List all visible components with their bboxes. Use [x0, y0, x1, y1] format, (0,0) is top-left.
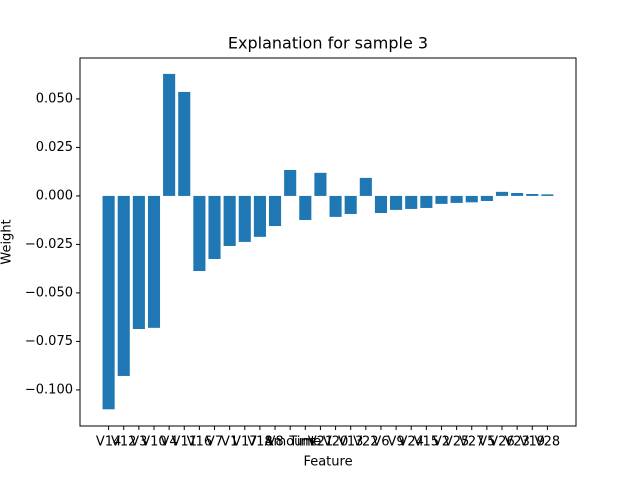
x-tick-label: V19 — [520, 435, 545, 450]
x-tick-label: Time — [288, 435, 321, 450]
bar — [253, 195, 266, 237]
y-tick-label: −0.075 — [25, 334, 73, 349]
x-tick-label: V13 — [338, 435, 363, 450]
bar — [284, 169, 297, 196]
x-tick-label: V22 — [353, 435, 378, 450]
x-tick-label: V9 — [388, 435, 405, 450]
bar — [465, 195, 478, 203]
bar — [117, 195, 130, 376]
x-tick-label: V10 — [141, 435, 166, 450]
x-tick-label: V8 — [266, 435, 283, 450]
bar — [299, 195, 312, 220]
bar — [495, 191, 509, 196]
bar — [329, 195, 342, 217]
bar — [238, 195, 251, 242]
x-tick-label: V1 — [221, 435, 238, 450]
x-tick-label: V28 — [535, 435, 560, 450]
plot-frame — [79, 57, 577, 427]
x-axis-label: Feature — [303, 455, 352, 470]
bar — [435, 195, 448, 204]
bar — [223, 195, 236, 246]
x-tick-label: V11 — [172, 435, 197, 450]
bar — [163, 73, 176, 196]
x-tick-label: V7 — [206, 435, 223, 450]
bar — [480, 195, 493, 201]
y-tick-label: −0.100 — [25, 382, 73, 397]
y-tick-label: 0.025 — [36, 140, 73, 155]
bar — [344, 195, 357, 214]
bar — [208, 195, 221, 259]
bar — [314, 172, 327, 196]
bar — [374, 195, 388, 213]
x-tick-label: V5 — [478, 435, 495, 450]
bar — [405, 195, 418, 209]
bar — [102, 195, 115, 410]
x-tick-label: V18 — [247, 435, 272, 450]
x-tick-label: V21 — [308, 435, 333, 450]
x-tick-label: V6 — [372, 435, 389, 450]
bar — [526, 193, 539, 196]
bar — [193, 195, 206, 272]
x-tick-label: V20 — [323, 435, 348, 450]
x-tick-label: V23 — [504, 435, 529, 450]
bar — [132, 195, 145, 330]
bar — [450, 195, 463, 203]
bar — [390, 195, 403, 210]
y-tick-label: −0.050 — [25, 285, 73, 300]
y-axis-label: Weight — [0, 219, 15, 264]
x-tick-label: V25 — [444, 435, 469, 450]
x-tick-label: V24 — [399, 435, 424, 450]
x-tick-label: V16 — [187, 435, 212, 450]
x-tick-label: Amount — [265, 435, 316, 450]
bar — [541, 194, 554, 196]
x-tick-label: V26 — [489, 435, 514, 450]
chart-title: Explanation for sample 3 — [228, 34, 428, 53]
bar — [359, 177, 372, 196]
bar — [147, 195, 161, 328]
y-tick-label: 0.000 — [36, 188, 73, 203]
y-tick-label: 0.050 — [36, 91, 73, 106]
x-tick-label: V12 — [111, 435, 136, 450]
x-tick-label: V15 — [414, 435, 439, 450]
y-tick-label: −0.025 — [25, 237, 73, 252]
x-tick-label: V17 — [232, 435, 257, 450]
x-tick-label: V2 — [433, 435, 450, 450]
bar — [178, 91, 191, 196]
x-tick-label: V14 — [96, 435, 121, 450]
bar — [511, 193, 524, 196]
x-tick-label: V27 — [459, 435, 484, 450]
bar — [420, 195, 433, 208]
x-tick-label: V4 — [161, 435, 178, 450]
x-tick-label: V3 — [130, 435, 147, 450]
bar — [268, 195, 282, 226]
